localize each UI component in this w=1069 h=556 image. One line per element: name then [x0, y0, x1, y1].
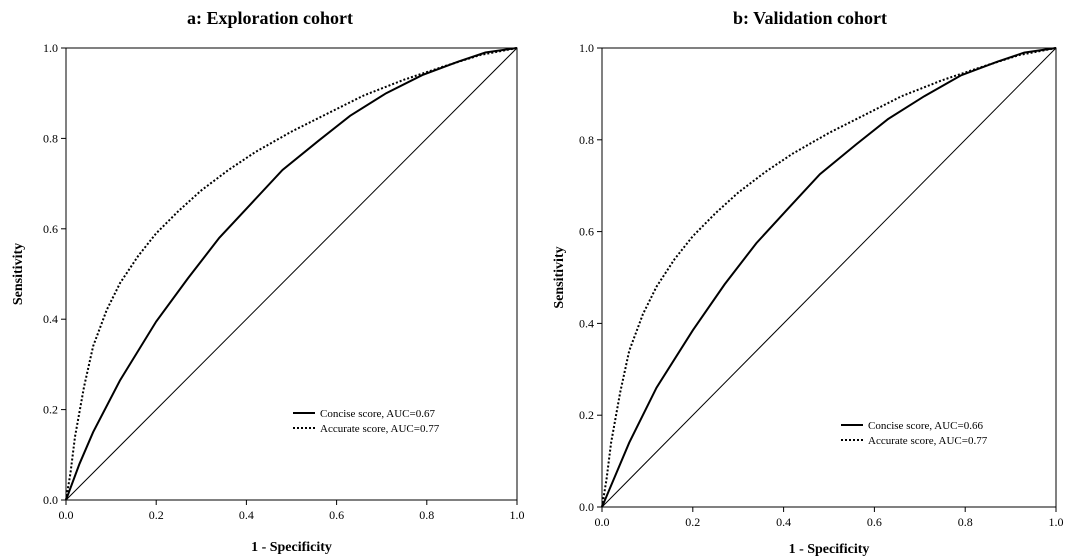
- y-tick-label: 0.0: [43, 493, 58, 507]
- x-tick-label: 0.6: [329, 508, 344, 522]
- chart-panel-b: b: Validation cohort 0.0 0.2 0.4 0.6 0.8 1.0 0.…: [552, 8, 1064, 556]
- x-tick-label: 0.0: [59, 508, 74, 522]
- chart-title: b: Validation cohort: [733, 8, 887, 28]
- y-tick-label: 0.4: [43, 312, 58, 326]
- x-axis-label: 1 - Specificity: [251, 540, 332, 555]
- y-tick-label: 0.2: [43, 403, 58, 417]
- x-tick-label: 0.8: [958, 515, 973, 529]
- y-tick-label: 0.2: [579, 408, 594, 422]
- legend-entry-label: Concise score, AUC=0.66: [868, 420, 983, 432]
- legend-entry-label: Concise score, AUC=0.67: [320, 408, 435, 420]
- reference-diagonal-line: [65, 47, 518, 501]
- series-line-concise: [65, 47, 518, 501]
- plot-frame: [65, 47, 518, 501]
- x-tick-label: 0.6: [867, 515, 882, 529]
- legend-entry-label: Accurate score, AUC=0.77: [320, 423, 440, 435]
- chart-panel-a: a: Exploration cohort 0.0 0.2 0.4 0.6 0.8 1.0 0…: [11, 8, 525, 555]
- x-tick-label: 0.4: [776, 515, 791, 529]
- y-axis-label: Sensitivity: [11, 243, 26, 305]
- y-tick-label: 1.0: [579, 41, 594, 55]
- y-tick-label: 0.6: [579, 225, 594, 239]
- y-tick-label: 0.0: [579, 500, 594, 514]
- legend-entry-label: Accurate score, AUC=0.77: [868, 435, 988, 447]
- y-tick-label: 0.8: [43, 131, 58, 145]
- x-tick-label: 0.2: [149, 508, 164, 522]
- x-axis-label: 1 - Specificity: [789, 542, 870, 556]
- x-tick-label: 0.4: [239, 508, 254, 522]
- plot-frame: [601, 47, 1057, 508]
- y-tick-label: 0.6: [43, 222, 58, 236]
- y-tick-label: 0.8: [579, 133, 594, 147]
- x-tick-label: 0.2: [685, 515, 700, 529]
- reference-diagonal-line: [601, 47, 1057, 508]
- series-line-accurate: [65, 47, 518, 501]
- x-tick-label: 0.0: [595, 515, 610, 529]
- x-tick-label: 1.0: [1049, 515, 1064, 529]
- x-tick-label: 1.0: [510, 508, 525, 522]
- chart-title: a: Exploration cohort: [187, 8, 353, 28]
- x-tick-label: 0.8: [419, 508, 434, 522]
- y-axis-label: Sensitivity: [552, 246, 567, 308]
- series-line-accurate: [601, 47, 1057, 508]
- y-tick-label: 1.0: [43, 41, 58, 55]
- y-tick-label: 0.4: [579, 316, 594, 330]
